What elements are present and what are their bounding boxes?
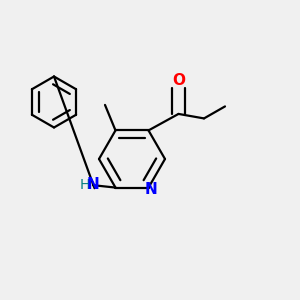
Text: H: H xyxy=(80,178,90,192)
Text: N: N xyxy=(87,177,99,192)
Text: O: O xyxy=(172,73,185,88)
Text: N: N xyxy=(145,182,158,197)
